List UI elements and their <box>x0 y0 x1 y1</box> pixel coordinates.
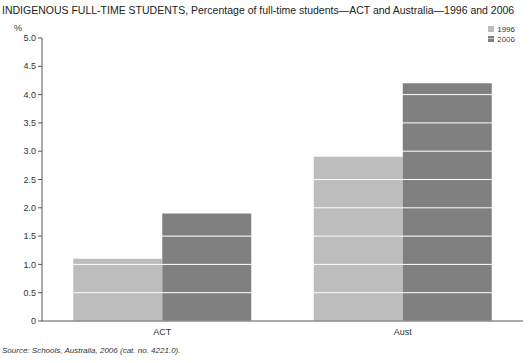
svg-text:3.0: 3.0 <box>23 146 36 156</box>
svg-text:4.5: 4.5 <box>23 61 36 71</box>
svg-text:4.0: 4.0 <box>23 90 36 100</box>
svg-text:1.0: 1.0 <box>23 260 36 270</box>
svg-text:ACT: ACT <box>153 327 172 337</box>
svg-text:5.0: 5.0 <box>23 33 36 43</box>
html-text:Source: Schools, Australia, 20: Source: Schools, Australia, 2006 (cat. n… <box>2 346 181 355</box>
html-text:INDIGENOUS FULL-TIME STUDENTS,: INDIGENOUS FULL-TIME STUDENTS, Percentag… <box>2 4 515 16</box>
svg-text:2.0: 2.0 <box>23 203 36 213</box>
svg-text:3.5: 3.5 <box>23 118 36 128</box>
svg-text:Aust: Aust <box>394 327 413 337</box>
svg-text:0: 0 <box>31 316 36 326</box>
svg-text:2.5: 2.5 <box>23 175 36 185</box>
svg-text:0.5: 0.5 <box>23 288 36 298</box>
svg-text:1.5: 1.5 <box>23 231 36 241</box>
html-text:2006: 2006 <box>497 34 515 44</box>
html-text:1996: 1996 <box>497 24 515 34</box>
